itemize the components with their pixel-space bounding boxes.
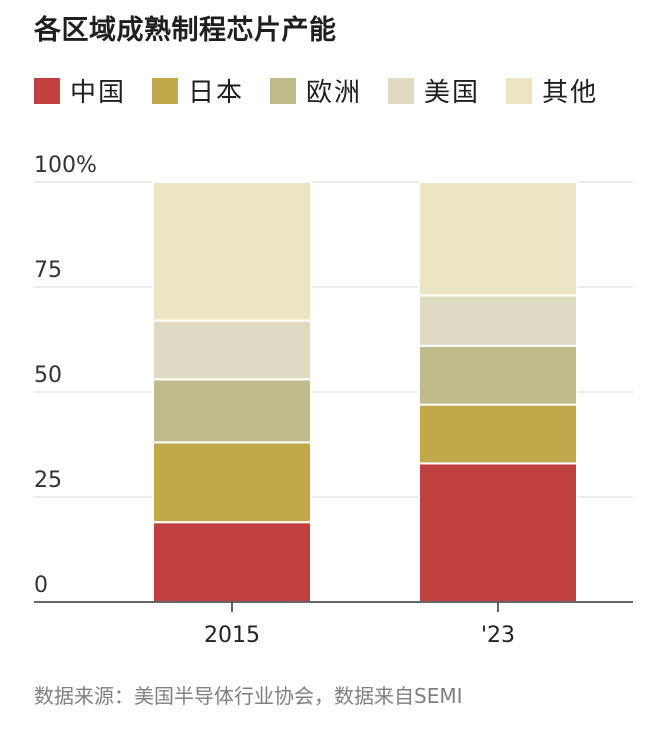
legend-label: 中国 [70,78,127,108]
legend-item: 美国 [388,72,480,109]
bar-segment [418,294,578,347]
bar-segment [152,521,312,604]
legend-item: 中国 [34,72,126,109]
bar-segment [418,462,578,603]
x-tick-label: '23 [481,623,515,648]
chart-legend: 中国 日本 欧洲 美国 其他 [34,72,624,109]
bar-segment [152,441,312,524]
bar-segment [418,181,578,297]
legend-item: 其他 [506,72,598,109]
legend-label: 欧洲 [306,78,363,108]
bar-segment [418,403,578,465]
legend-swatch [388,77,415,104]
bar-segment [152,319,312,381]
legend-label: 美国 [424,78,481,108]
legend-swatch [506,77,533,104]
y-tick-label: 50 [34,363,62,388]
chart-title: 各区域成熟制程芯片产能 [34,15,337,46]
bar-segment [152,181,312,322]
legend-item: 日本 [152,72,244,109]
bar-segment [418,344,578,406]
x-tick-label: 2015 [204,623,260,648]
bar-segment [152,378,312,444]
y-tick-label: 75 [34,258,62,283]
source-note: 数据来源：美国半导体行业协会，数据来自SEMI [34,684,463,708]
y-tick-label: 100% [34,153,97,178]
legend-item: 欧洲 [270,72,362,109]
legend-label: 其他 [542,78,599,108]
legend-label: 日本 [188,78,245,108]
y-tick-label: 0 [34,573,48,598]
y-tick-label: 25 [34,468,62,493]
legend-swatch [34,77,60,104]
legend-swatch [152,77,179,104]
legend-swatch [270,77,297,104]
